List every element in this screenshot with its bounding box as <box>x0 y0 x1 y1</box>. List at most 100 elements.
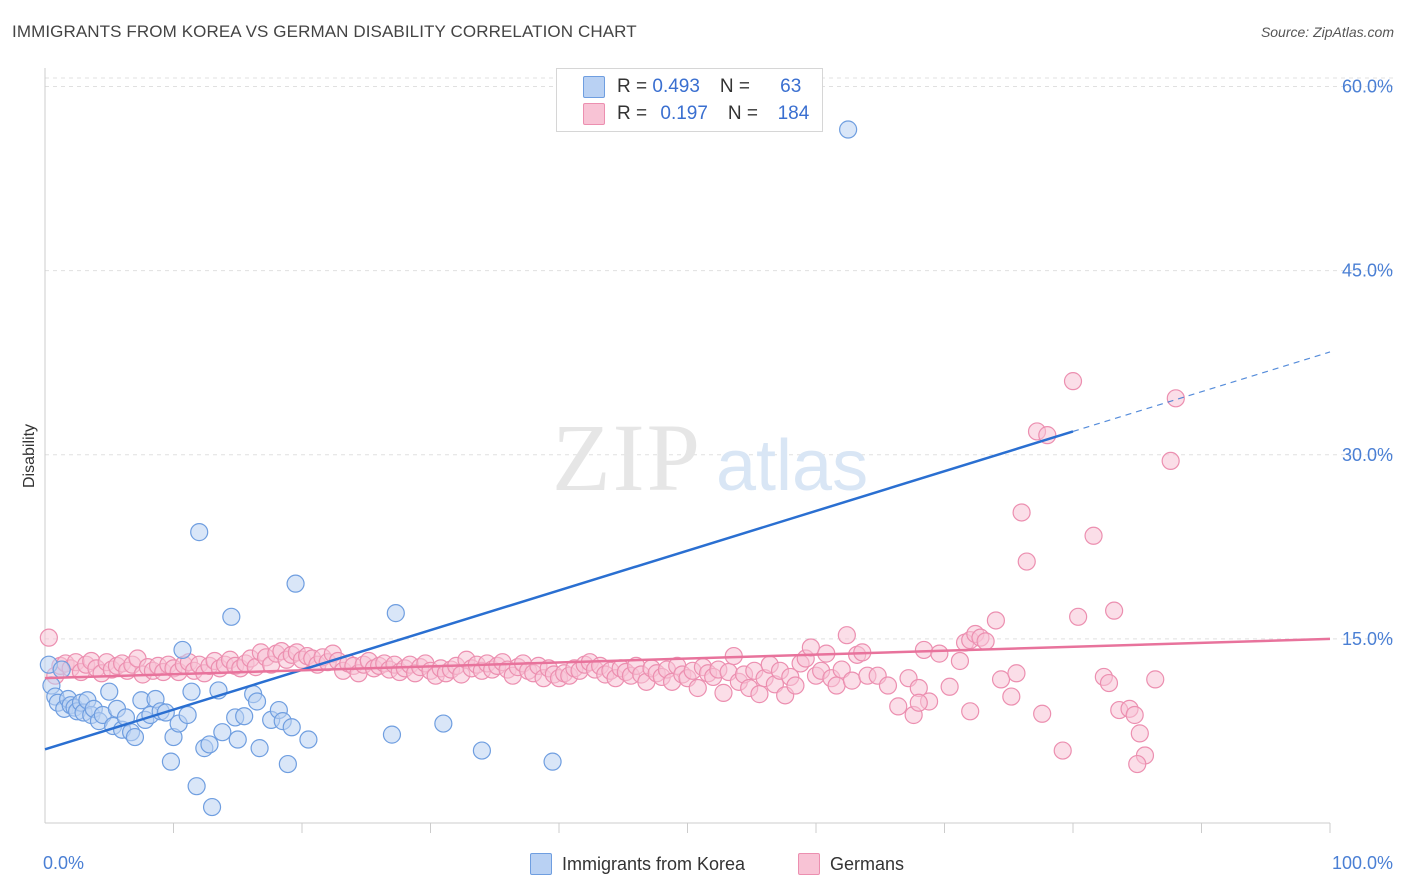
y-tick-label: 60.0% <box>1342 77 1393 97</box>
y-tick-label: 45.0% <box>1342 261 1393 281</box>
korea-point <box>286 574 305 593</box>
germans-point <box>1017 552 1036 571</box>
korea-point <box>386 604 405 623</box>
legend-n-label: N = <box>719 76 756 97</box>
korea-point <box>282 718 301 737</box>
korea-point <box>543 752 562 771</box>
korea-point <box>182 682 201 701</box>
y-axis-label: Disability <box>21 424 38 488</box>
legend-r-value: 0.493 <box>652 76 700 97</box>
germans-point <box>837 626 856 645</box>
legend-swatch-germans <box>583 103 605 125</box>
bottom-legend-label-germans: Germans <box>830 853 905 874</box>
korea-point <box>161 752 181 771</box>
germans-point <box>940 677 959 696</box>
germans-point <box>889 697 908 716</box>
germans-point <box>878 676 898 695</box>
korea-point <box>222 607 241 626</box>
germans-point <box>1099 673 1119 693</box>
legend-swatch-korea <box>583 76 605 98</box>
grid-lines <box>45 77 1393 640</box>
axes <box>44 68 1331 833</box>
legend-n-value: 184 <box>777 103 810 124</box>
watermark-atlas: atlas <box>716 426 868 506</box>
legend-row-korea: R = 0.493 N = 63 <box>583 75 801 99</box>
germans-point <box>991 670 1011 689</box>
bottom-legend-swatch-korea <box>530 853 552 875</box>
legend-r-label: R = <box>617 76 653 97</box>
legend-n-value: 63 <box>780 76 802 97</box>
germans-point <box>1069 607 1088 626</box>
korea-point <box>173 640 192 660</box>
germans-point <box>1084 526 1103 545</box>
germans-point <box>1105 601 1124 620</box>
correlation-legend: R = 0.493 N = 63 R = 0.197 N = 184 <box>556 68 823 132</box>
germans-point <box>986 611 1006 630</box>
korea-trend-extension <box>1072 351 1331 433</box>
trend-lines <box>44 351 1331 751</box>
korea-point <box>247 692 267 711</box>
source-label: Source: ZipAtlas.com <box>1260 24 1394 40</box>
bottom-legend-swatch-germans <box>798 853 820 875</box>
korea-point <box>202 797 222 817</box>
legend-n-label: N = <box>727 103 764 124</box>
korea-point <box>213 723 232 742</box>
germans-point <box>786 676 805 695</box>
korea-point <box>382 725 402 744</box>
korea-point <box>52 660 71 679</box>
x-tick-label: 0.0% <box>43 853 84 873</box>
korea-point <box>235 707 254 726</box>
germans-point <box>688 678 707 698</box>
y-tick-label: 15.0% <box>1342 629 1393 649</box>
germans-point <box>1053 741 1072 760</box>
x-tick-label: 100.0% <box>1332 853 1393 873</box>
korea-point <box>839 120 858 139</box>
korea-points <box>39 120 858 817</box>
germans-point <box>961 702 980 721</box>
germans-point <box>1012 503 1031 522</box>
germans-point <box>1130 724 1149 743</box>
korea-point <box>278 754 297 774</box>
germans-point <box>1002 687 1021 706</box>
y-tick-label: 30.0% <box>1342 445 1393 465</box>
germans-point <box>842 671 862 690</box>
germans-point <box>1146 670 1165 689</box>
korea-point <box>228 730 247 749</box>
watermark: ZIP atlas <box>552 404 868 511</box>
germans-point <box>714 683 733 702</box>
germans-point <box>1063 372 1083 391</box>
germans-point <box>750 685 769 704</box>
korea-point <box>434 714 453 733</box>
korea-point <box>250 739 269 758</box>
korea-point <box>299 730 318 749</box>
legend-r-label: R = <box>617 103 653 124</box>
germans-trend-line <box>44 637 1331 680</box>
germans-point <box>930 644 949 663</box>
tick-labels: 15.0% 30.0% 45.0% 60.0% 0.0% 100.0% <box>43 77 1393 873</box>
bottom-legend-korea: Immigrants from Korea <box>530 852 745 876</box>
korea-point <box>190 523 209 542</box>
germans-point <box>976 632 995 651</box>
korea-point <box>100 682 119 701</box>
korea-point <box>125 727 145 747</box>
korea-point <box>178 705 197 725</box>
bottom-legend-germans: Germans <box>798 852 904 876</box>
watermark-zip: ZIP <box>552 404 702 511</box>
germans-point <box>909 693 928 712</box>
germans-point <box>1166 389 1185 408</box>
korea-point <box>187 777 206 796</box>
bottom-legend-label-korea: Immigrants from Korea <box>562 853 746 874</box>
legend-r-value: 0.197 <box>660 103 708 124</box>
korea-trend-line <box>44 430 1074 751</box>
korea-point <box>200 735 219 754</box>
korea-point <box>472 741 491 760</box>
germans-point <box>827 676 846 695</box>
germans-point <box>950 651 970 671</box>
germans-point <box>39 628 58 647</box>
germans-point <box>1161 451 1180 471</box>
germans-point <box>1007 664 1026 683</box>
germans-point <box>1128 754 1147 774</box>
germans-point <box>1033 704 1052 723</box>
chart-title: IMMIGRANTS FROM KOREA VS GERMAN DISABILI… <box>12 22 637 41</box>
